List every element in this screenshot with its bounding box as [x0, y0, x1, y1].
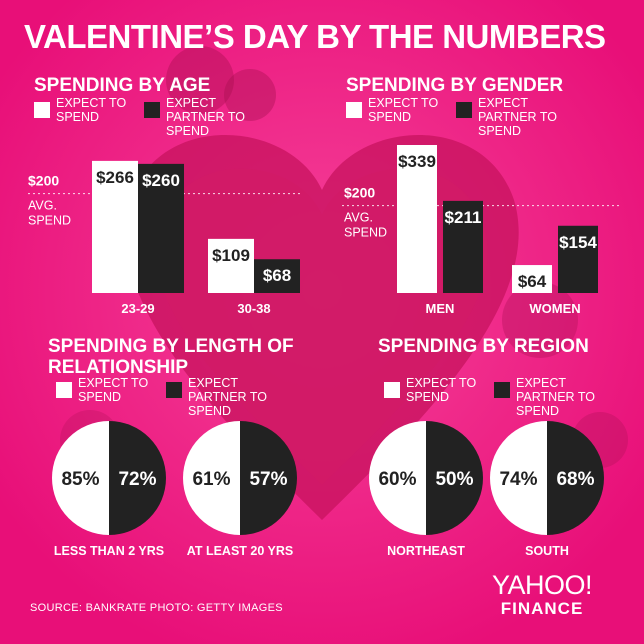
pie-slice	[426, 421, 483, 535]
gender-legend-expect: EXPECT TO SPEND	[346, 96, 448, 124]
gender-bar-chart: $200 AVG.SPEND $339 $211 MEN $64 $154 WOMEN	[342, 145, 622, 316]
category-label: 30-38	[237, 301, 270, 316]
avg-spend-label: AVG.	[28, 199, 57, 213]
relationship-legend: EXPECT TO SPEND EXPECT PARTNER TO SPEND	[56, 376, 284, 418]
yahoo-finance-logo: YAHOO! FINANCE	[492, 570, 593, 619]
bar	[512, 265, 552, 293]
bar-value-label: $109	[212, 246, 250, 265]
bar	[443, 200, 483, 293]
relationship-pie-charts: 85% 72% LESS THAN 2 YRS 61% 57% AT LEAST 20 Y…	[52, 421, 297, 558]
bar	[138, 163, 184, 293]
region-legend-partner: EXPECT PARTNER TO SPEND	[494, 376, 612, 418]
pie-value-label: 50%	[435, 469, 473, 490]
region-legend-expect: EXPECT TO SPEND	[384, 376, 486, 404]
pie-value-label: 74%	[499, 469, 537, 490]
legend-swatch-white	[346, 102, 362, 118]
avg-spend-value: $200	[344, 185, 375, 201]
pie-slice	[369, 421, 426, 535]
page-title: VALENTINE’S DAY BY THE NUMBERS	[24, 18, 606, 55]
bar-value-label: $211	[445, 208, 482, 227]
pie-value-label: 85%	[61, 469, 99, 490]
legend-label-partner: EXPECT PARTNER TO SPEND	[478, 96, 557, 138]
pie-value-label: 57%	[249, 469, 287, 490]
relationship-section-title: SPENDING BY LENGTH OF RELATIONSHIP	[48, 336, 294, 378]
legend-label-expect: EXPECT TO SPEND	[406, 376, 477, 404]
logo-name: YAHOO!	[492, 570, 593, 600]
avg-spend-label: SPEND	[344, 226, 387, 240]
region-pie-charts: 60% 50% NORTHEAST 74% 68% SOUTH	[369, 421, 604, 558]
legend-label-expect: EXPECT TO SPEND	[78, 376, 149, 404]
legend-label-partner: EXPECT PARTNER TO SPEND	[516, 376, 595, 418]
pie-slice	[490, 421, 547, 535]
region-legend: EXPECT TO SPEND EXPECT PARTNER TO SPEND	[384, 376, 612, 418]
gender-legend-partner: EXPECT PARTNER TO SPEND	[456, 96, 574, 138]
bar-value-label: $339	[398, 152, 436, 171]
pie-slice	[52, 421, 109, 535]
relationship-legend-expect: EXPECT TO SPEND	[56, 376, 158, 404]
legend-swatch-black	[456, 102, 472, 118]
legend-label-partner: EXPECT PARTNER TO SPEND	[166, 96, 245, 138]
pie-slice	[109, 421, 166, 535]
legend-label-partner: EXPECT PARTNER TO SPEND	[188, 376, 267, 418]
avg-spend-label: SPEND	[28, 214, 71, 228]
legend-swatch-black	[144, 102, 160, 118]
gender-legend: EXPECT TO SPEND EXPECT PARTNER TO SPEND	[346, 96, 574, 138]
bar	[397, 145, 437, 293]
pie-category-label: AT LEAST 20 YRS	[187, 544, 294, 558]
age-legend-expect: EXPECT TO SPEND	[34, 96, 136, 124]
bar	[254, 259, 300, 293]
pie-value-label: 68%	[556, 469, 594, 490]
pie-value-label: 72%	[118, 469, 156, 490]
category-label: MEN	[426, 301, 455, 316]
bar-value-label: $154	[559, 233, 597, 252]
avg-spend-label: AVG.	[344, 211, 373, 225]
gender-section-title: SPENDING BY GENDER	[346, 75, 564, 96]
legend-swatch-white	[34, 102, 50, 118]
legend-swatch-black	[166, 382, 182, 398]
pie-value-label: 60%	[378, 469, 416, 490]
legend-swatch-black	[494, 382, 510, 398]
source-credit: SOURCE: BANKRATE PHOTO: GETTY IMAGES	[30, 602, 283, 614]
pie-category-label: LESS THAN 2 YRS	[54, 544, 164, 558]
age-legend: EXPECT TO SPEND EXPECT PARTNER TO SPEND	[34, 96, 262, 138]
age-bar-chart: $200 AVG.SPEND $266 $260 23-29 $109 $68 30-38	[28, 160, 300, 316]
pie-slice	[183, 421, 240, 535]
logo-sub: FINANCE	[500, 599, 584, 618]
pie-value-label: 61%	[192, 469, 230, 490]
legend-label-expect: EXPECT TO SPEND	[368, 96, 439, 124]
bar	[208, 238, 254, 293]
category-label: WOMEN	[529, 301, 580, 316]
pie-category-label: SOUTH	[525, 544, 569, 558]
bar-value-label: $260	[142, 171, 180, 190]
age-section-title: SPENDING BY AGE	[34, 75, 211, 96]
pie-category-label: NORTHEAST	[387, 544, 465, 558]
pie-slice	[547, 421, 604, 535]
legend-label-expect: EXPECT TO SPEND	[56, 96, 127, 124]
age-legend-partner: EXPECT PARTNER TO SPEND	[144, 96, 262, 138]
legend-swatch-white	[56, 382, 72, 398]
bar-value-label: $266	[96, 168, 134, 187]
pie-slice	[240, 421, 297, 535]
bar-value-label: $68	[263, 266, 291, 285]
category-label: 23-29	[121, 301, 154, 316]
bar	[558, 225, 598, 293]
region-section-title: SPENDING BY REGION	[378, 336, 589, 357]
bar-value-label: $64	[518, 272, 547, 291]
relationship-legend-partner: EXPECT PARTNER TO SPEND	[166, 376, 284, 418]
bar	[92, 160, 138, 293]
avg-spend-value: $200	[28, 173, 59, 189]
legend-swatch-white	[384, 382, 400, 398]
